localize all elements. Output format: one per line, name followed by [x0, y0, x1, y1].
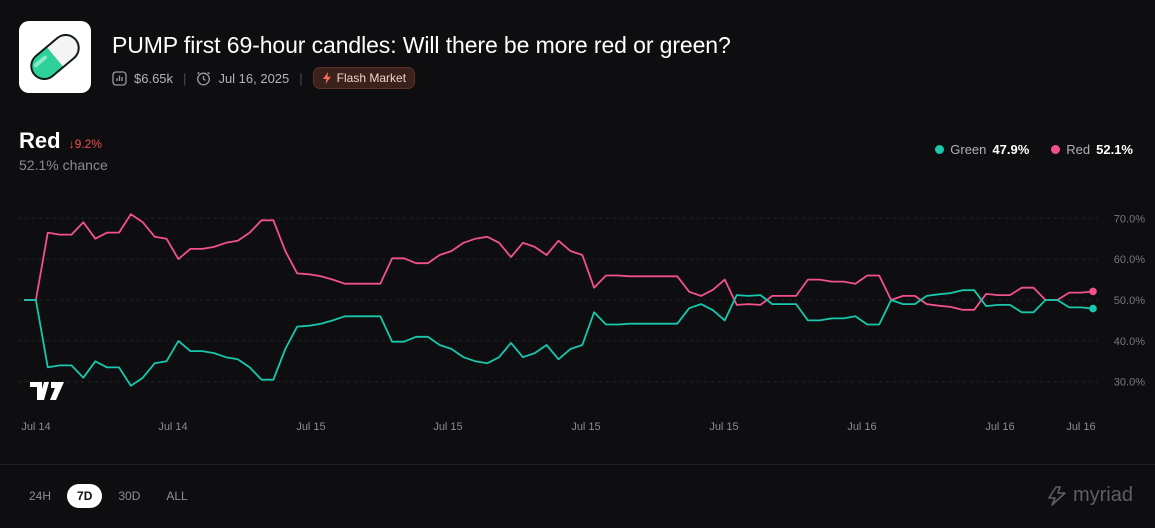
flash-market-badge[interactable]: Flash Market: [312, 67, 416, 89]
volume-stat: $6.65k: [112, 71, 173, 86]
legend-name-green: Green: [950, 142, 987, 157]
range-30d[interactable]: 30D: [118, 489, 141, 503]
outcome-label: Red: [19, 128, 61, 153]
brand-logo[interactable]: myriad: [1046, 484, 1133, 507]
range-all[interactable]: ALL: [166, 489, 188, 503]
legend-item-green: Green 47.9%: [935, 142, 1029, 157]
myriad-logo-icon: [1048, 485, 1066, 506]
market-title: PUMP first 69-hour candles: Will there b…: [112, 32, 731, 58]
pill-logo-icon: [19, 21, 91, 93]
x-tick-label: Jul 15: [571, 421, 600, 433]
legend-item-red: Red 52.1%: [1051, 142, 1133, 157]
brand-name: myriad: [1072, 484, 1133, 506]
price-chart[interactable]: 30.0% 40.0% 50.0% 60.0% 70.0% Jul 14 Jul 14 Jul…: [0, 180, 1155, 440]
tradingview-logo-icon: [30, 382, 64, 400]
x-tick-label: Jul 16: [847, 421, 876, 433]
volume-value: $6.65k: [134, 70, 174, 86]
arrow-down-icon: ↓: [68, 137, 75, 151]
legend-dot-red: [1051, 145, 1061, 154]
legend-name-red: Red: [1066, 142, 1091, 157]
chart-bars-icon: [112, 70, 127, 86]
legend-value-green: 47.9%: [992, 142, 1030, 157]
outcome-chance: 52.1% chance: [19, 157, 108, 173]
x-tick-label: Jul 14: [158, 421, 187, 433]
x-tick-label: Jul 16: [1066, 421, 1095, 433]
meta-separator: |: [183, 70, 187, 86]
y-tick-label: 70.0%: [1114, 213, 1145, 225]
y-tick-label: 50.0%: [1114, 295, 1145, 307]
legend-dot-green: [935, 145, 945, 154]
series-line-green: [24, 289, 1094, 387]
y-tick-label: 60.0%: [1114, 254, 1145, 266]
outcome-change-value: 9.2%: [74, 137, 102, 151]
range-24h[interactable]: 24H: [29, 489, 52, 503]
clock-icon: [197, 71, 211, 85]
market-header: PUMP first 69-hour candles: Will there b…: [19, 20, 1136, 94]
y-tick-label: 40.0%: [1114, 336, 1145, 348]
market-meta: $6.65k | Jul 16, 2025 | Flash Market: [112, 66, 416, 90]
outcome-summary: Red ↓9.2% 52.1% chance: [19, 128, 108, 173]
x-tick-label: Jul 16: [985, 421, 1014, 433]
tradingview-logo-shape: [30, 382, 64, 400]
outcome-change: ↓9.2%: [69, 137, 102, 151]
chart-legend: Green 47.9% Red 52.1%: [935, 142, 1133, 157]
lightning-icon: [322, 72, 331, 84]
meta-separator: |: [299, 70, 303, 86]
date-stat: Jul 16, 2025: [196, 71, 289, 86]
footer-divider: [0, 464, 1155, 465]
x-tick-label: Jul 14: [21, 421, 50, 433]
badge-label: Flash Market: [336, 71, 407, 85]
legend-value-red: 52.1%: [1096, 142, 1133, 157]
x-tick-label: Jul 15: [709, 421, 738, 433]
series-endpoint-green: [1089, 304, 1097, 313]
series-endpoint-red: [1089, 287, 1097, 296]
time-range-selector: 24H 7D 30D ALL: [19, 484, 198, 508]
range-7d[interactable]: 7D: [67, 484, 103, 508]
x-tick-label: Jul 15: [296, 421, 325, 433]
y-tick-label: 30.0%: [1114, 377, 1145, 389]
date-value: Jul 16, 2025: [218, 70, 290, 86]
series-line-red: [24, 213, 1094, 311]
x-tick-label: Jul 15: [433, 421, 462, 433]
